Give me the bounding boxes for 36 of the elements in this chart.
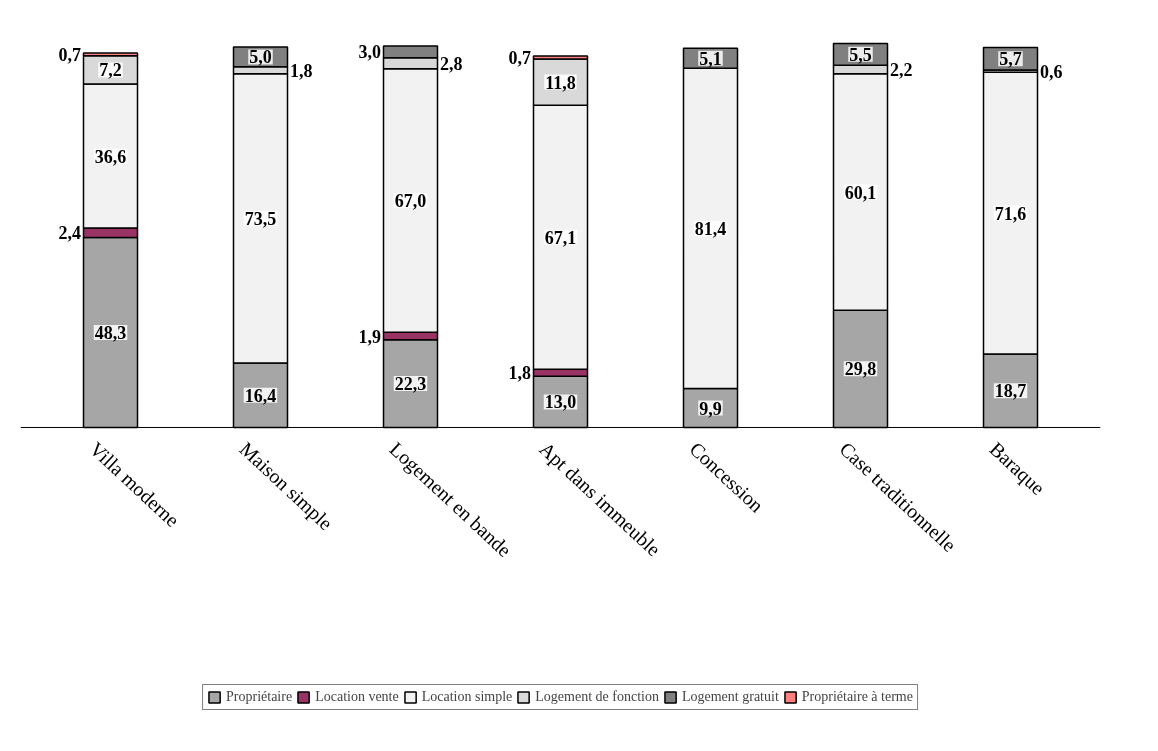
data-label: 7,2 [99,60,122,81]
data-label: 67,0 [394,191,427,211]
data-label: 36,6 [94,146,127,167]
legend-label: Propriétaire à terme [801,689,913,705]
data-label: 81,4 [694,218,727,239]
data-label: 29,8 [844,359,877,380]
data-label: 1,9 [358,326,381,347]
data-label: 71,6 [994,203,1027,224]
data-label: 67,1 [544,227,577,248]
data-label: 2,4 [58,223,81,244]
legend-label: Logement de fonction [535,689,659,705]
legend-label: Location simple [421,689,513,705]
data-label: 48,3 [94,322,127,343]
data-label: 2,2 [890,60,913,80]
data-label: 73,5 [244,208,277,229]
data-label: 5,5 [849,44,872,65]
data-label: 1,8 [508,363,531,384]
data-label: 11,8 [545,72,576,93]
data-label: 0,7 [508,48,531,68]
legend-label: Logement gratuit [681,689,779,705]
data-label: 1,8 [290,60,313,81]
data-label: 5,1 [699,48,722,69]
data-label: 0,7 [58,44,81,65]
data-label: 18,7 [994,381,1027,402]
data-label: 0,6 [1040,61,1063,82]
data-label: 60,1 [844,182,877,203]
data-label: 5,0 [249,47,272,68]
data-label: 2,8 [440,53,463,74]
data-label: 5,7 [999,49,1022,70]
data-label: 9,9 [699,398,722,419]
data-label: 13,0 [544,392,577,413]
data-label: 16,4 [244,385,277,406]
legend-label: Location vente [315,689,399,705]
data-label: 22,3 [394,374,427,395]
data-label: 3,0 [358,42,381,63]
legend-label: Propriétaire [226,689,293,705]
